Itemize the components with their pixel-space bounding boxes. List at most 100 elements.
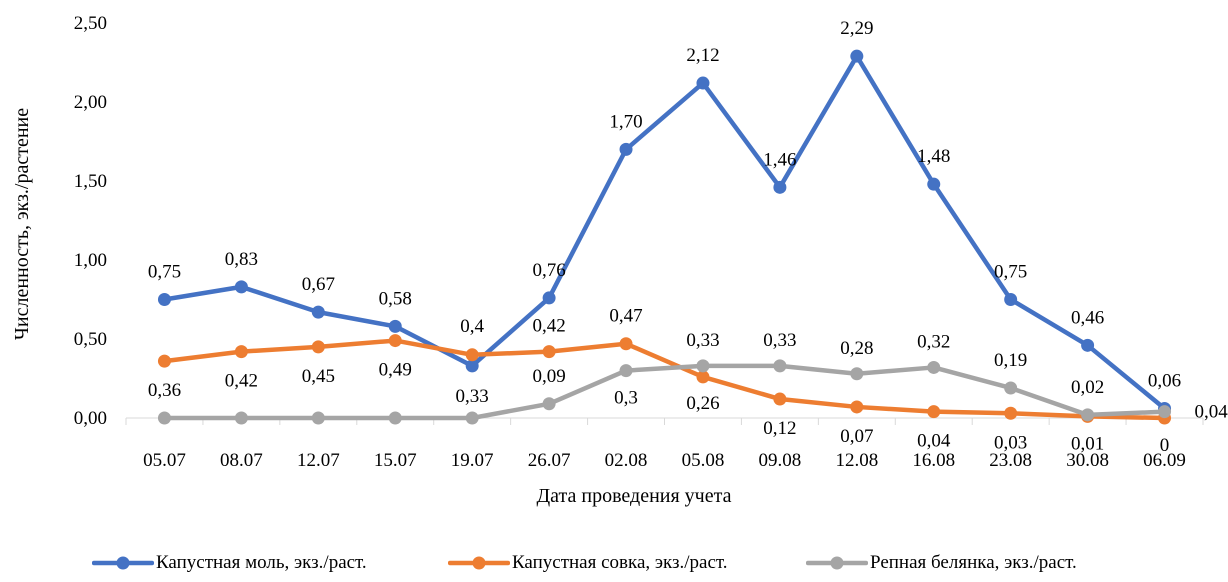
legend-item-series-2: Капустная совка, экз./раст.: [447, 548, 728, 578]
line-chart: 0,00 0,50 1,00 1,50 2,00 2,50 05.07 08.07 12.07 1…: [11, 13, 1228, 507]
series-2-data-label: 0,49: [379, 360, 412, 381]
x-tick-label: 12.07: [297, 450, 340, 471]
legend-swatch-series-2: [447, 553, 511, 573]
y-tick-label: 0,50: [74, 329, 107, 350]
series-2-point: [234, 345, 248, 359]
series-2-data-label: 0,04: [917, 431, 951, 452]
series-2-point: [388, 334, 402, 348]
x-axis-title: Дата проведения учета: [537, 485, 732, 507]
series-3-point: [388, 411, 402, 425]
series-3-data-label: 0,32: [917, 331, 950, 352]
legend-swatch-marker: [472, 556, 486, 570]
x-tick-label: 19.07: [451, 450, 494, 471]
series-1-data-label: 0,06: [1148, 371, 1181, 392]
series-3-point: [1158, 405, 1172, 419]
x-tick-label: 16.08: [912, 450, 955, 471]
series-2-data-label: 0,26: [686, 393, 719, 414]
series-2-line: [162, 338, 1167, 421]
y-tick-label: 2,50: [74, 13, 107, 34]
series-2-point: [311, 340, 325, 354]
series-3-point: [927, 360, 941, 374]
series-1-data-label: 2,29: [840, 18, 873, 39]
x-tick-label: 02.08: [605, 450, 648, 471]
series-1-data-label: 0,67: [302, 274, 335, 295]
series-2-data-label: 0,01: [1071, 433, 1104, 454]
legend-swatch-marker: [830, 556, 844, 570]
series-2-point: [850, 400, 864, 414]
x-tick-label: 08.07: [220, 450, 263, 471]
legend-swatch-graphic: [91, 556, 155, 570]
series-3-point: [465, 411, 479, 425]
x-tick-label: 05.07: [143, 450, 186, 471]
series-3-point: [696, 359, 710, 373]
series-2-point: [542, 345, 556, 359]
data-labels: 0,75 0,83 0,67 0,58 0,33 0,76 1,70 2,12 1,46 2,29…: [148, 18, 1228, 456]
series-3-point: [619, 364, 633, 378]
series-2-point: [773, 392, 787, 406]
series-3-data-label: 0,33: [763, 330, 796, 351]
series-3-data-label: 0,33: [686, 330, 719, 351]
series-1-point: [234, 280, 248, 294]
series-3: [157, 359, 1172, 425]
legend-swatch-marker: [116, 556, 130, 570]
x-tick-label: 26.07: [528, 450, 571, 471]
series-1-point: [465, 359, 479, 373]
series-1-data-label: 0,75: [994, 262, 1027, 283]
series-2-data-label: 0,45: [302, 366, 335, 387]
series-3-data-label: 0,28: [840, 338, 873, 359]
legend-swatch-series-1: [91, 553, 155, 573]
series-1-point: [619, 142, 633, 156]
series-1-data-label: 0,75: [148, 262, 181, 283]
legend-label-series-3: Репная белянка, экз./раст.: [870, 552, 1077, 573]
y-axis-title: Численность, экз./растение: [11, 108, 33, 340]
axes: 0,00 0,50 1,00 1,50 2,00 2,50 05.07 08.07 12.07 1…: [74, 13, 1204, 471]
x-tick-label: 09.08: [759, 450, 802, 471]
legend-label-series-1: Капустная моль, экз./раст.: [156, 552, 367, 573]
series-3-point: [773, 359, 787, 373]
series-3-point: [234, 411, 248, 425]
series-2-point: [927, 405, 941, 419]
y-tick-label: 2,00: [74, 92, 107, 113]
x-tick-label: 23.08: [989, 450, 1032, 471]
series-1-point: [388, 319, 402, 333]
series-1-point: [927, 177, 941, 191]
series-1-point: [1081, 338, 1095, 352]
series-1-point: [773, 180, 787, 194]
series-3-data-label: 0,19: [994, 350, 1027, 371]
series-3-point: [1004, 381, 1018, 395]
series-2-data-label: 0,42: [532, 316, 565, 337]
series-1-data-label: 0,33: [456, 386, 489, 407]
series-3-point: [850, 367, 864, 381]
x-tick-label: 05.08: [682, 450, 725, 471]
series-3-point: [157, 411, 171, 425]
legend-swatch-graphic: [447, 556, 511, 570]
legend-item-series-1: Капустная моль, экз./раст.: [91, 548, 367, 578]
series-2-data-label: 0,07: [840, 426, 873, 447]
series-1-data-label: 0,83: [225, 249, 258, 270]
series-2-data-label: 0,47: [609, 306, 642, 327]
series-1-data-label: 1,70: [609, 111, 642, 132]
y-tick-label: 1,00: [74, 250, 107, 271]
series-2-point: [696, 370, 710, 384]
series-3-point: [311, 411, 325, 425]
series-1-data-label: 1,46: [763, 149, 796, 170]
series-1-data-label: 0,46: [1071, 307, 1104, 328]
series-2-point: [1004, 406, 1018, 420]
y-tick-label: 0,00: [74, 408, 107, 429]
series-2-point: [465, 348, 479, 362]
legend: Капустная моль, экз./раст. Капустная сов…: [0, 548, 1228, 578]
legend-swatch-graphic: [805, 556, 869, 570]
series-1-point: [696, 76, 710, 90]
x-tick-label: 06.09: [1143, 450, 1186, 471]
series-3-data-label: 0,04: [1195, 402, 1228, 423]
series-2-data-label: 0,4: [460, 316, 484, 337]
series-1-data-label: 0,58: [379, 288, 412, 309]
series-3-point: [1081, 408, 1095, 422]
legend-swatch-series-3: [805, 553, 869, 573]
series-1-data-label: 1,48: [917, 146, 950, 167]
legend-item-series-3: Репная белянка, экз./раст.: [805, 548, 1077, 578]
series-1-point: [157, 293, 171, 306]
series-1-data-label: 0,76: [532, 260, 565, 281]
series-2-point: [619, 337, 633, 351]
x-tick-label: 15.07: [374, 450, 417, 471]
